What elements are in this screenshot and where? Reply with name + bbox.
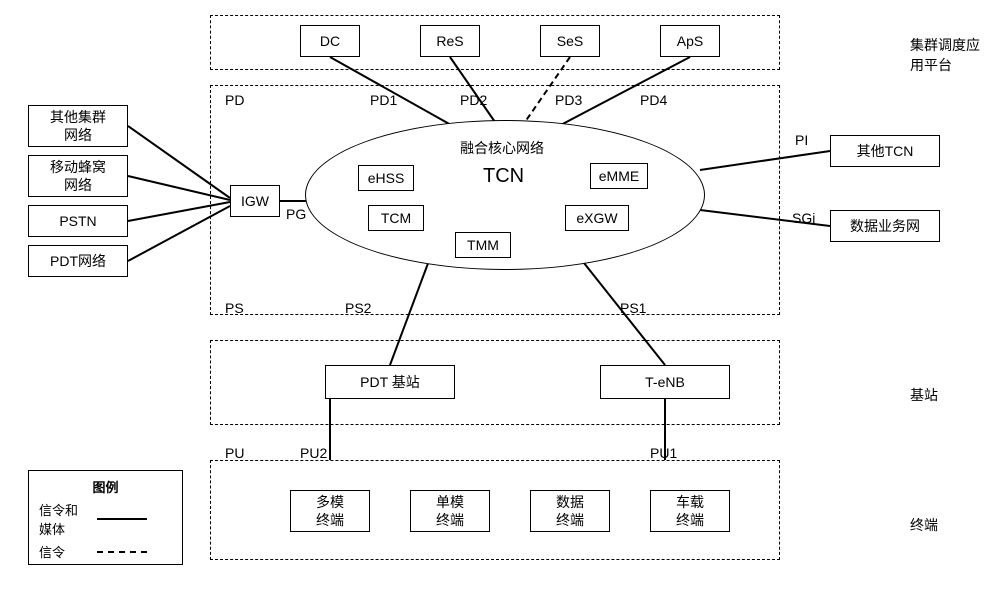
ehss-box: eHSS [358, 165, 414, 191]
tmm-box: TMM [455, 232, 511, 258]
other-tcn-box: 其他TCN [830, 135, 940, 167]
exgw-box: eXGW [565, 205, 629, 231]
ps2-label: PS2 [345, 300, 371, 316]
vehicle-label: 车载 终端 [676, 493, 704, 529]
data-term-label: 数据 终端 [556, 493, 584, 529]
ehss-label: eHSS [368, 169, 405, 187]
ses-box: SeS [540, 25, 600, 57]
tenb-box: T-eNB [600, 365, 730, 399]
tcm-box: TCM [368, 205, 424, 231]
pd-label: PD [225, 92, 244, 108]
multimode-box: 多模 终端 [290, 490, 370, 532]
singlemode-label: 单模 终端 [436, 493, 464, 529]
aps-box: ApS [660, 25, 720, 57]
pdt-label: PDT网络 [50, 252, 106, 270]
legend-solid-line-icon [97, 518, 147, 520]
legend-box: 图例 信令和 媒体 信令 [28, 470, 183, 565]
pu1-label: PU1 [650, 445, 677, 461]
tier-app-label: 集群调度应 用平台 [910, 35, 980, 75]
pi-label: PI [795, 132, 808, 148]
pdt-bs-label: PDT 基站 [360, 373, 420, 391]
exgw-label: eXGW [576, 209, 617, 227]
pstn-label: PSTN [59, 212, 96, 230]
multimode-label: 多模 终端 [316, 493, 344, 529]
pdt-bs-box: PDT 基站 [325, 365, 455, 399]
data-net-box: 数据业务网 [830, 210, 940, 242]
sgi-label: SGi [792, 210, 815, 226]
tmm-label: TMM [467, 236, 499, 254]
pd1-label: PD1 [370, 92, 397, 108]
emme-label: eMME [599, 167, 639, 185]
legend-title: 图例 [39, 477, 172, 496]
mobile-box: 移动蜂窝 网络 [28, 155, 128, 197]
res-box: ReS [420, 25, 480, 57]
pd3-label: PD3 [555, 92, 582, 108]
pstn-box: PSTN [28, 205, 128, 237]
vehicle-box: 车载 终端 [650, 490, 730, 532]
pu-label: PU [225, 445, 244, 461]
tcm-label: TCM [381, 209, 411, 227]
dc-label: DC [320, 32, 340, 50]
data-net-label: 数据业务网 [850, 217, 920, 235]
ps-label: PS [225, 300, 244, 316]
pdt-box: PDT网络 [28, 245, 128, 277]
other-cluster-label: 其他集群 网络 [50, 108, 106, 144]
ses-label: SeS [557, 32, 583, 50]
legend-row1-label: 信令和 媒体 [39, 500, 89, 538]
legend-dashed-line-icon [97, 551, 147, 553]
data-term-box: 数据 终端 [530, 490, 610, 532]
ellipse-sub: TCN [483, 165, 524, 188]
tier-term-label: 终端 [910, 515, 938, 535]
other-cluster-box: 其他集群 网络 [28, 105, 128, 147]
mobile-label: 移动蜂窝 网络 [50, 158, 106, 194]
dc-box: DC [300, 25, 360, 57]
igw-box: IGW [230, 185, 280, 217]
pg-label: PG [286, 206, 306, 222]
pd4-label: PD4 [640, 92, 667, 108]
emme-box: eMME [590, 163, 648, 189]
singlemode-box: 单模 终端 [410, 490, 490, 532]
tier-bs-label: 基站 [910, 385, 938, 405]
other-tcn-label: 其他TCN [857, 142, 914, 160]
igw-label: IGW [241, 192, 269, 210]
aps-label: ApS [677, 32, 703, 50]
pu2-label: PU2 [300, 445, 327, 461]
pd2-label: PD2 [460, 92, 487, 108]
ellipse-title: 融合核心网络 [460, 138, 544, 158]
res-label: ReS [436, 32, 463, 50]
tenb-label: T-eNB [645, 373, 685, 391]
ps1-label: PS1 [620, 300, 646, 316]
legend-row2-label: 信令 [39, 542, 89, 561]
